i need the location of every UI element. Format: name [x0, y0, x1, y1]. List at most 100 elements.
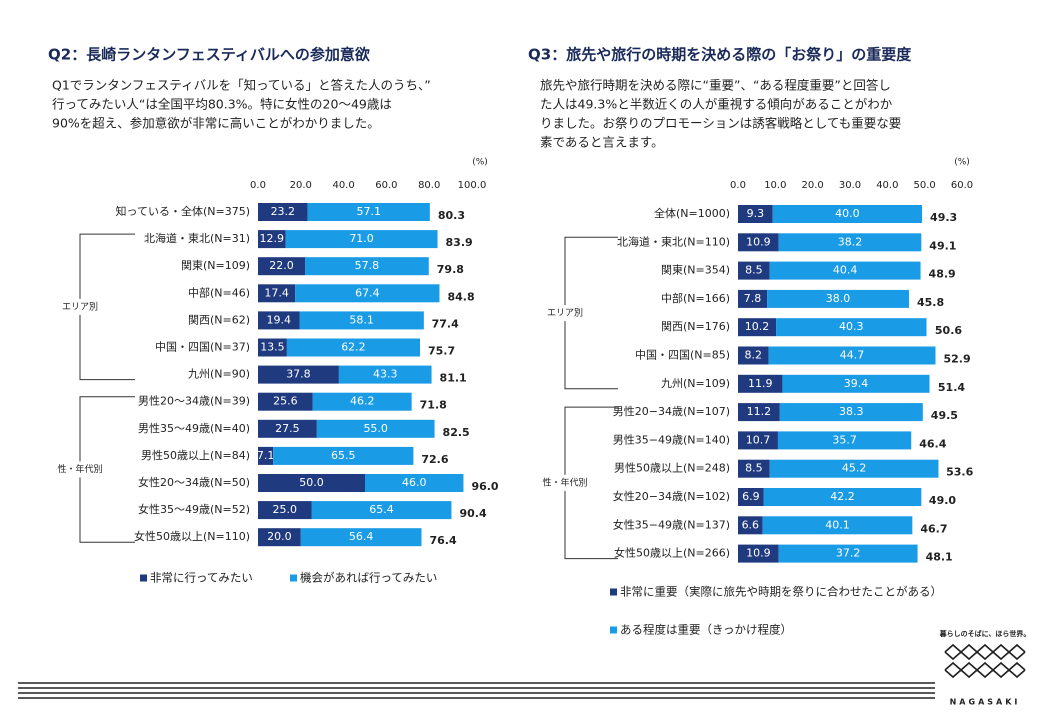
- bar-segment: [769, 459, 939, 478]
- bar-segment: [738, 488, 764, 506]
- legend-label: 機会があれば行ってみたい: [300, 571, 437, 585]
- category-label: 女性50歳以上(N=266): [614, 546, 730, 560]
- value-label: 19.4: [267, 313, 292, 326]
- bar-segment: [285, 230, 438, 249]
- value-label: 65.5: [331, 449, 356, 462]
- chart-title: Q2：長崎ランタンフェスティバルへの参加意欲: [48, 46, 370, 64]
- bar-segment: [305, 257, 429, 276]
- total-label: 46.7: [920, 522, 947, 535]
- value-label: 39.4: [844, 377, 869, 390]
- category-label: 男性35～49歳(N=40): [138, 421, 250, 435]
- value-label: 8.5: [745, 264, 763, 277]
- bar-segment: [286, 338, 420, 357]
- group-label-bg: [50, 461, 110, 478]
- bar-segment: [738, 233, 779, 252]
- category-label: 男性35−49歳(N=140): [613, 432, 730, 446]
- category-label: 九州(N=109): [661, 377, 730, 390]
- x-tick-label: 0.0: [730, 180, 746, 191]
- total-label: 49.5: [931, 409, 958, 422]
- total-label: 46.4: [919, 437, 946, 450]
- bar-segment: [365, 474, 464, 492]
- bar-segment: [258, 501, 312, 520]
- value-label: 40.4: [833, 264, 858, 277]
- value-label: 57.1: [356, 205, 381, 218]
- category-label: 全体(N=1000): [654, 206, 730, 220]
- bar-segment: [762, 516, 913, 535]
- total-label: 71.8: [420, 399, 447, 412]
- total-label: 72.6: [421, 453, 448, 466]
- bar-segment: [738, 374, 783, 393]
- category-label: 中国・四国(N=37): [155, 341, 250, 354]
- bar-segment: [738, 516, 763, 535]
- value-label: 40.3: [839, 320, 864, 333]
- bar-segment: [768, 346, 936, 365]
- description-line: りました。お祭りのプロモーションは誘客戦略としても重要な要: [540, 116, 901, 131]
- value-label: 11.9: [748, 377, 773, 390]
- unit-label: (%): [472, 158, 488, 168]
- value-label: 10.7: [746, 433, 771, 446]
- category-label: 北海道・東北(N=110): [617, 234, 730, 248]
- value-label: 20.0: [267, 530, 292, 543]
- logo-name: NAGASAKI: [950, 698, 1021, 707]
- total-label: 48.1: [926, 551, 953, 564]
- value-label: 9.3: [747, 207, 765, 220]
- category-label: 中部(N=166): [661, 291, 730, 305]
- bar-segment: [782, 374, 930, 393]
- description-line: た人は49.3%と半数近くの人が重視する傾向があることがわか: [540, 97, 893, 112]
- description-line: 旅先や旅行時期を決める際に“重要”、“ある程度重要”と回答し: [540, 78, 891, 93]
- value-label: 44.7: [840, 349, 865, 362]
- value-label: 55.0: [363, 422, 388, 435]
- value-label: 7.8: [744, 292, 762, 305]
- bar-segment: [258, 474, 365, 492]
- bar-segment: [307, 203, 430, 221]
- value-label: 23.2: [271, 205, 296, 218]
- legend-swatch: [140, 574, 147, 582]
- legend-swatch: [610, 588, 617, 596]
- bar-segment: [772, 205, 923, 223]
- total-label: 48.9: [929, 268, 956, 281]
- x-tick-label: 40.0: [876, 180, 898, 191]
- total-label: 49.3: [930, 211, 957, 224]
- value-label: 50.0: [299, 476, 324, 489]
- legend-swatch: [290, 574, 297, 582]
- value-label: 40.0: [835, 207, 860, 220]
- value-label: 6.6: [742, 518, 760, 531]
- value-label: 37.8: [286, 368, 311, 381]
- legend-label: 非常に重要（実際に旅先や時期を祭りに合わせたことがある）: [620, 585, 942, 599]
- total-label: 45.8: [917, 296, 944, 309]
- value-label: 38.2: [838, 235, 863, 248]
- bar-segment: [295, 284, 440, 303]
- total-label: 82.5: [443, 426, 470, 439]
- bar-segment: [316, 419, 435, 438]
- value-label: 65.4: [369, 503, 394, 516]
- bar-segment: [258, 446, 274, 465]
- category-label: 女性35−49歳(N=137): [613, 517, 730, 531]
- total-label: 79.8: [437, 263, 464, 276]
- x-tick-label: 20.0: [802, 180, 824, 191]
- value-label: 25.0: [273, 503, 298, 516]
- value-label: 37.2: [836, 547, 861, 560]
- group-label-bg: [535, 474, 595, 491]
- legend-label: 非常に行ってみたい: [150, 571, 253, 585]
- bar-segment: [258, 257, 306, 276]
- group-label: エリア別: [62, 301, 98, 312]
- total-label: 90.4: [459, 507, 486, 520]
- value-label: 10.2: [745, 320, 770, 333]
- legend-swatch: [610, 626, 617, 634]
- category-label: 九州(N=90): [188, 368, 250, 381]
- category-label: 知っている・全体(N=375): [116, 204, 250, 218]
- total-label: 96.0: [471, 480, 498, 493]
- value-label: 22.0: [269, 259, 294, 272]
- bar-segment: [258, 311, 300, 330]
- category-label: 中国・四国(N=85): [635, 349, 730, 362]
- x-tick-label: 80.0: [418, 180, 440, 191]
- value-label: 10.9: [746, 235, 771, 248]
- value-label: 42.2: [830, 490, 855, 503]
- description-line: 90%を超え、参加意欲が非常に高いことがわかりました。: [52, 116, 380, 131]
- value-label: 27.5: [275, 422, 300, 435]
- bar-segment: [777, 431, 912, 450]
- bar-segment: [738, 431, 778, 450]
- group-label: 性・年代別: [542, 476, 587, 488]
- value-label: 40.1: [825, 518, 850, 531]
- bar-segment: [311, 501, 452, 520]
